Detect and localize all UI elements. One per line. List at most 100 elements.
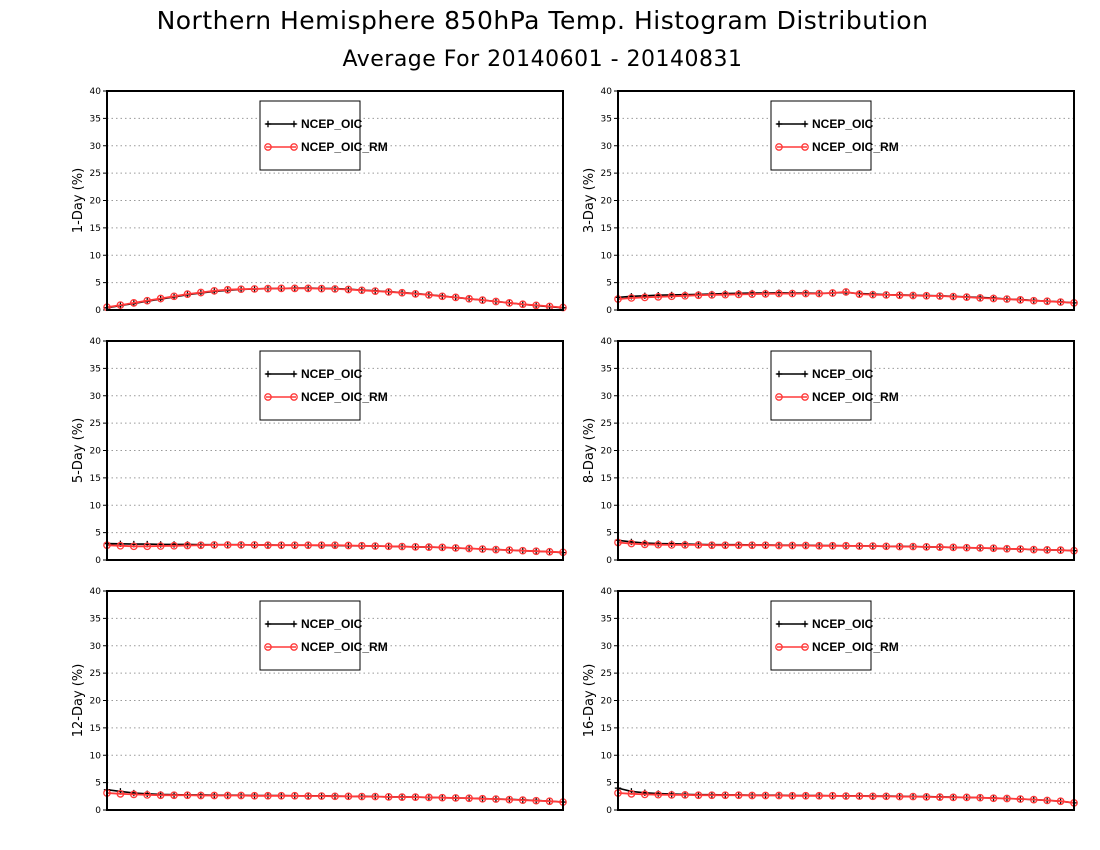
data-point — [842, 792, 850, 800]
y-tick-label: 35 — [601, 614, 612, 624]
legend-marker — [801, 120, 809, 128]
data-point — [371, 792, 380, 801]
data-point — [922, 543, 931, 551]
series-2 — [103, 284, 567, 312]
data-point — [721, 791, 730, 800]
data-point — [828, 289, 837, 297]
data-point — [371, 542, 380, 550]
data-point — [909, 291, 917, 300]
legend-marker — [801, 393, 809, 401]
data-point — [156, 791, 165, 800]
y-tick-label: 25 — [601, 669, 612, 679]
series-line — [106, 544, 564, 554]
data-point — [317, 284, 326, 293]
legend-label: NCEP_OIC_RM — [301, 640, 388, 654]
legend-label: NCEP_OIC — [301, 617, 363, 631]
data-point — [384, 288, 393, 296]
y-tick-label: 20 — [601, 197, 613, 207]
data-point — [761, 289, 770, 298]
y-tick-label: 20 — [601, 697, 613, 707]
data-point — [425, 543, 433, 551]
data-point — [143, 542, 152, 551]
data-point — [989, 294, 998, 303]
data-point — [277, 284, 286, 293]
y-tick-label: 5 — [606, 529, 612, 539]
legend-marker — [264, 393, 272, 401]
data-point — [828, 791, 837, 800]
data-point — [936, 793, 944, 801]
data-point — [398, 793, 406, 801]
data-point — [438, 543, 447, 552]
data-point — [801, 541, 810, 550]
data-point — [627, 539, 636, 548]
data-point — [197, 288, 205, 297]
legend-marker — [775, 620, 783, 628]
legend-marker — [264, 643, 272, 651]
data-point — [801, 289, 810, 298]
data-point — [532, 547, 541, 556]
data-point — [815, 791, 824, 800]
legend-label: NCEP_OIC_RM — [301, 140, 388, 154]
legend-label: NCEP_OIC_RM — [812, 640, 899, 654]
data-point — [868, 542, 877, 550]
data-point — [210, 541, 219, 549]
legend-label: NCEP_OIC — [812, 367, 874, 381]
data-point — [398, 542, 406, 551]
plot-frame — [617, 340, 1075, 561]
data-point — [438, 292, 447, 301]
data-point — [384, 793, 393, 801]
y-tick-label: 0 — [95, 806, 101, 816]
data-point — [627, 789, 636, 798]
data-point — [962, 793, 971, 802]
data-point — [667, 541, 676, 549]
series-line — [106, 792, 564, 803]
data-point — [801, 791, 810, 800]
data-point — [451, 544, 460, 552]
data-point — [250, 791, 259, 800]
data-point — [398, 288, 406, 297]
data-point — [210, 791, 219, 800]
legend-marker — [290, 370, 298, 378]
data-point — [264, 541, 272, 550]
data-point — [761, 791, 770, 800]
data-point — [210, 286, 219, 295]
data-point — [170, 791, 178, 800]
series-line — [106, 287, 564, 309]
y-tick-label: 30 — [90, 142, 102, 152]
data-point — [1016, 296, 1025, 304]
data-point — [545, 797, 554, 806]
data-point — [788, 289, 797, 298]
legend-box — [770, 600, 872, 671]
data-point — [976, 294, 984, 302]
data-point — [357, 286, 366, 295]
data-point — [492, 297, 500, 306]
data-point — [384, 542, 393, 551]
data-point — [694, 791, 703, 800]
data-point — [949, 543, 958, 552]
data-point — [129, 790, 138, 799]
data-point — [734, 791, 743, 800]
y-tick-label: 30 — [601, 642, 613, 652]
legend-marker — [775, 643, 783, 651]
data-point — [492, 545, 500, 554]
y-tick-label: 5 — [95, 279, 101, 289]
data-point — [775, 289, 783, 298]
data-point — [518, 796, 527, 804]
data-point — [976, 793, 984, 802]
data-point — [868, 792, 877, 801]
legend-marker — [801, 643, 809, 651]
y-axis-label: 12-Day (%) — [71, 664, 86, 738]
data-point — [989, 794, 998, 803]
data-point — [667, 791, 676, 799]
data-point — [721, 541, 730, 550]
data-point — [1016, 545, 1025, 553]
legend: NCEP_OIC NCEP_OIC_RM — [770, 350, 899, 421]
y-tick-label: 25 — [90, 169, 101, 179]
data-point — [197, 791, 205, 800]
data-point — [451, 794, 460, 802]
legend-marker — [290, 620, 298, 628]
data-point — [277, 541, 286, 550]
